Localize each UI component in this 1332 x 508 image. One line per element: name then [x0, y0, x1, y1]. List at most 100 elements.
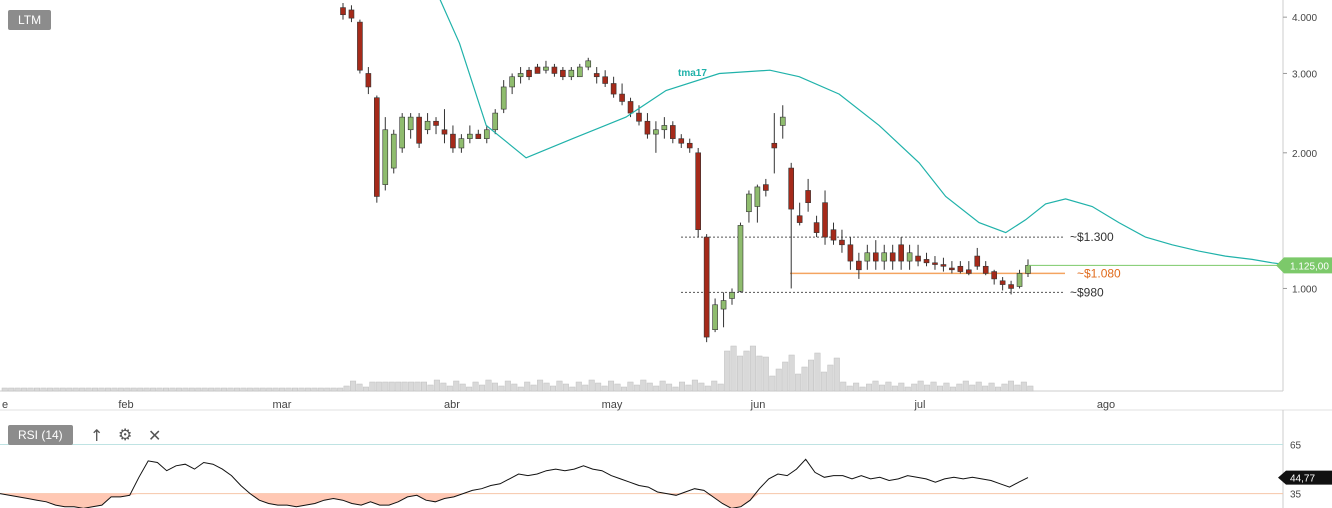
candle-down: [636, 112, 642, 122]
volume-bar: [92, 387, 99, 392]
volume-bar: [1014, 384, 1021, 392]
month-label: jul: [913, 399, 925, 411]
volume-bar: [904, 386, 911, 392]
volume-bar: [66, 387, 73, 392]
arrow-up-icon[interactable]: ↑: [90, 426, 104, 445]
volume-bar: [350, 380, 357, 392]
candle-up: [517, 73, 524, 78]
month-label: mar: [273, 399, 292, 411]
volume-bar: [982, 385, 989, 392]
candle-up: [720, 300, 727, 310]
volume-bar: [737, 355, 744, 392]
month-label: may: [602, 399, 623, 411]
volume-bar: [653, 385, 660, 392]
volume-bar: [279, 387, 286, 392]
volume-bar: [524, 381, 531, 392]
candle-down: [889, 252, 896, 262]
volume-bar: [395, 381, 402, 392]
volume-bar: [453, 380, 460, 392]
volume-bar: [756, 355, 763, 392]
volume-bar: [582, 384, 589, 392]
volume-bar: [569, 386, 576, 392]
level-label: ~$1.080: [1077, 266, 1121, 280]
volume-bar: [240, 387, 247, 392]
month-label: ago: [1097, 399, 1115, 411]
gear-icon[interactable]: ⚙: [118, 425, 133, 444]
volume-bar: [466, 386, 473, 392]
volume-bar: [679, 381, 685, 392]
volume-bar: [620, 386, 627, 392]
volume-bar: [175, 387, 182, 392]
candle-down: [771, 142, 778, 149]
volume-bar: [601, 385, 608, 392]
volume-bar: [930, 381, 937, 392]
volume-bar: [124, 387, 131, 392]
volume-bar: [72, 387, 79, 392]
volume-bar: [343, 385, 350, 392]
volume-bar: [724, 350, 731, 392]
volume-bar: [743, 350, 750, 392]
volume-bar: [182, 387, 189, 392]
volume-bar: [156, 387, 163, 392]
volume-bar: [137, 387, 144, 392]
candle-down: [678, 138, 685, 144]
ma-line: [439, 0, 1293, 266]
candle-down: [703, 236, 710, 338]
candle-up: [754, 186, 761, 207]
close-icon[interactable]: ✕: [148, 426, 162, 445]
candle-down: [686, 142, 693, 149]
volume-bar: [969, 384, 976, 392]
volume-bar: [801, 366, 808, 392]
rsi-tag[interactable]: RSI (14): [8, 425, 73, 445]
rsi-value-tag: [1278, 470, 1332, 485]
volume-bar: [1020, 381, 1027, 392]
month-label: feb: [118, 399, 133, 411]
level-label: ~$980: [1070, 285, 1104, 299]
volume-bar: [872, 380, 879, 392]
candle-up: [390, 133, 397, 169]
volume-bar: [46, 387, 53, 392]
volume-bar: [382, 381, 389, 392]
candle-up: [382, 129, 389, 185]
volume-bar: [795, 373, 802, 392]
volume-bar: [27, 387, 34, 392]
volume-bar: [911, 383, 918, 392]
volume-bar: [1027, 385, 1034, 392]
candle-down: [822, 202, 828, 238]
candle-down: [830, 229, 837, 241]
volume-bar: [885, 381, 892, 392]
rsi-line: [0, 458, 1029, 508]
volume-bar: [208, 387, 215, 392]
volume-bar: [408, 381, 415, 392]
candle-up: [399, 116, 405, 149]
volume-bar: [511, 383, 518, 392]
symbol-tag[interactable]: LTM: [8, 10, 52, 30]
volume-bar: [227, 387, 234, 392]
volume-bar: [163, 387, 169, 392]
candle-up: [407, 116, 414, 131]
volume-bar: [949, 386, 956, 392]
candle-down: [949, 267, 955, 271]
volume-bar: [1, 387, 8, 392]
volume-bar: [866, 383, 873, 392]
volume-bar: [459, 383, 466, 392]
volume-bar: [53, 387, 60, 392]
candle-down: [551, 66, 558, 74]
candle-up: [661, 125, 668, 131]
volume-bar: [782, 361, 789, 392]
volume-bar: [775, 368, 782, 392]
volume-bar: [34, 387, 40, 392]
volume-bar: [556, 380, 563, 392]
volume-bar: [898, 382, 905, 392]
candle-down: [805, 190, 811, 203]
candle-down: [974, 255, 981, 267]
volume-bar: [285, 387, 292, 392]
price-tick-label: 4.000: [1292, 13, 1317, 24]
volume-bar: [427, 384, 434, 392]
volume-bar: [446, 385, 453, 392]
volume-bar: [14, 387, 21, 392]
volume-bar: [646, 382, 653, 392]
volume-bar: [827, 364, 834, 392]
